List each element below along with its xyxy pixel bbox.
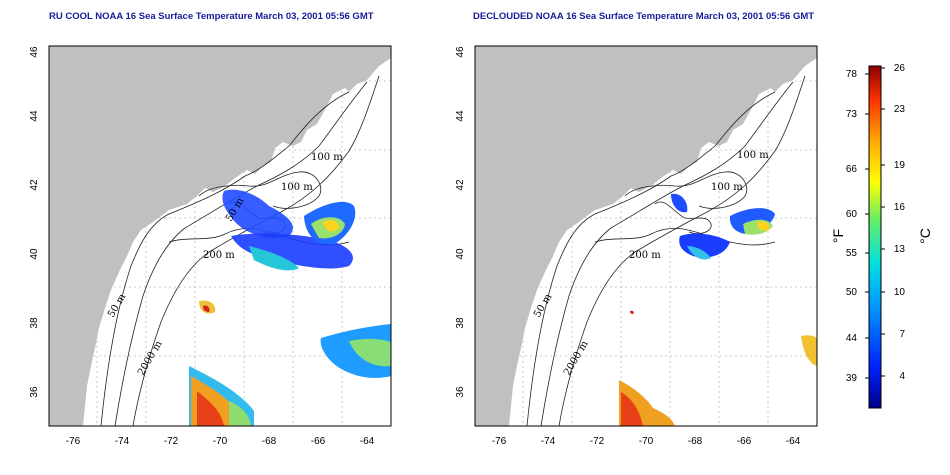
x-tick-label: -64: [786, 436, 801, 447]
right-x-axis: -76 -74 -72 -70 -68 -66 -64: [492, 436, 801, 447]
x-tick-label: -70: [639, 436, 654, 447]
contour-label: 200 m: [203, 250, 235, 261]
contour-label: 100 m: [311, 152, 343, 163]
y-tick-label: 40: [29, 248, 40, 260]
fahrenheit-tick: 60: [846, 209, 858, 220]
left-y-axis: 46 44 42 40 38 36: [29, 46, 40, 398]
contour-label: 100 m: [737, 150, 769, 161]
fahrenheit-tick: 66: [846, 164, 858, 175]
x-tick-label: -66: [311, 436, 326, 447]
contour-label: 100 m: [711, 182, 743, 193]
y-tick-label: 38: [29, 317, 40, 329]
fahrenheit-tick: 78: [846, 69, 858, 80]
y-tick-label: 46: [29, 46, 40, 58]
fahrenheit-tick: 44: [846, 333, 858, 344]
right-map-panel: 100 m 100 m 200 m 50 m 2000 m 46 44 42 4…: [455, 45, 818, 447]
right-sst-patches: [619, 193, 817, 426]
x-tick-label: -70: [213, 436, 228, 447]
fahrenheit-tick: 73: [846, 109, 858, 120]
celsius-tick: 10: [894, 287, 906, 298]
x-tick-label: -64: [360, 436, 375, 447]
y-tick-label: 44: [29, 110, 40, 122]
y-tick-label: 40: [455, 248, 466, 260]
x-tick-label: -66: [737, 436, 752, 447]
celsius-tick: 16: [894, 202, 906, 213]
y-tick-label: 38: [455, 317, 466, 329]
left-map-panel: 100 m 100 m 50 m 200 m 50 m 2000 m 46 44…: [29, 45, 392, 447]
celsius-tick: 4: [899, 371, 905, 382]
fahrenheit-tick: 55: [846, 248, 858, 259]
fahrenheit-tick: 39: [846, 373, 858, 384]
celsius-tick: 13: [894, 244, 906, 255]
x-tick-label: -74: [115, 436, 130, 447]
left-map-title: RU COOL NOAA 16 Sea Surface Temperature …: [49, 11, 374, 22]
contour-label: 100 m: [281, 182, 313, 193]
fahrenheit-unit-label: °F: [830, 229, 846, 243]
right-y-axis: 46 44 42 40 38 36: [455, 46, 466, 398]
x-tick-label: -74: [541, 436, 556, 447]
x-tick-label: -76: [66, 436, 81, 447]
y-tick-label: 44: [455, 110, 466, 122]
y-tick-label: 42: [455, 179, 466, 191]
fahrenheit-tick: 50: [846, 287, 858, 298]
x-tick-label: -72: [164, 436, 179, 447]
celsius-tick: 19: [894, 160, 906, 171]
celsius-unit-label: °C: [917, 228, 933, 244]
x-tick-label: -72: [590, 436, 605, 447]
left-sst-patches: [189, 189, 391, 426]
celsius-tick: 23: [894, 104, 906, 115]
y-tick-label: 46: [455, 46, 466, 58]
right-map-title: DECLOUDED NOAA 16 Sea Surface Temperatur…: [473, 11, 815, 22]
left-x-axis: -76 -74 -72 -70 -68 -66 -64: [66, 436, 375, 447]
y-tick-label: 36: [29, 386, 40, 398]
x-tick-label: -76: [492, 436, 507, 447]
celsius-tick: 26: [894, 63, 906, 74]
celsius-tick: 7: [899, 329, 905, 340]
y-tick-label: 42: [29, 179, 40, 191]
colorbar-fahrenheit-scale: 78 73 66 60 55 50 44 39: [846, 69, 858, 384]
temperature-colorbar: 78 73 66 60 55 50 44 39 26 23 19 16 13 1…: [830, 63, 933, 409]
colorbar-gradient: [868, 65, 882, 409]
contour-label: 200 m: [629, 250, 661, 261]
colorbar-celsius-scale: 26 23 19 16 13 10 7 4: [894, 63, 906, 382]
y-tick-label: 36: [455, 386, 466, 398]
x-tick-label: -68: [688, 436, 703, 447]
x-tick-label: -68: [262, 436, 277, 447]
